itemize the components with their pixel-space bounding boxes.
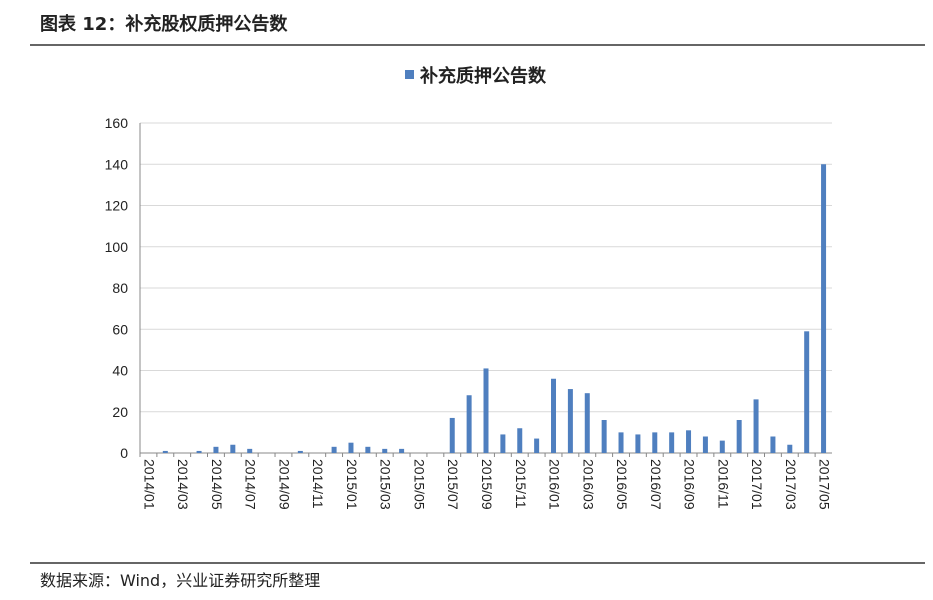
bar <box>770 436 776 453</box>
x-tick-label: 2015/07 <box>445 459 461 510</box>
x-tick-label: 2014/05 <box>209 459 225 510</box>
bar <box>517 428 523 453</box>
x-tick-label: 2015/01 <box>344 459 360 510</box>
x-tick-label: 2017/01 <box>749 459 765 510</box>
bar <box>247 448 253 453</box>
bar <box>702 436 708 453</box>
x-tick-label: 2016/03 <box>580 459 596 510</box>
chart-title: 图表 12：补充股权质押公告数 <box>40 13 288 35</box>
x-tick-label: 2015/05 <box>411 459 427 510</box>
bar <box>483 368 489 453</box>
y-tick-label: 60 <box>112 321 128 337</box>
x-tick-label: 2015/09 <box>479 459 495 510</box>
bar <box>162 450 168 453</box>
bar <box>196 450 202 453</box>
bar <box>804 331 810 453</box>
x-tick-label: 2016/07 <box>648 459 664 510</box>
x-tick-label: 2014/07 <box>243 459 259 510</box>
y-tick-label: 0 <box>120 445 128 461</box>
bar <box>601 420 607 453</box>
x-tick-label: 2014/11 <box>310 459 326 509</box>
bar <box>466 395 472 453</box>
bar <box>787 444 793 453</box>
y-tick-label: 140 <box>105 156 129 172</box>
source-note: 数据来源：Wind，兴业证券研究所整理 <box>40 571 320 590</box>
bar <box>449 417 455 453</box>
x-tick-label: 2017/05 <box>817 459 833 510</box>
y-tick-label: 120 <box>105 198 129 214</box>
bar <box>567 389 573 453</box>
y-tick-label: 160 <box>105 115 129 131</box>
x-tick-label: 2015/03 <box>378 459 394 510</box>
bar <box>551 378 557 453</box>
y-tick-label: 20 <box>112 404 128 420</box>
bar <box>652 432 658 453</box>
bar <box>736 420 742 453</box>
x-tick-label: 2015/11 <box>513 459 529 509</box>
bar <box>500 434 506 453</box>
x-tick-label: 2016/11 <box>715 459 731 509</box>
x-tick-label: 2014/03 <box>175 459 191 510</box>
bar <box>382 448 388 453</box>
bar <box>686 430 692 453</box>
bar <box>719 440 725 453</box>
bar <box>213 446 219 453</box>
bar <box>584 393 590 453</box>
x-tick-label: 2014/01 <box>141 459 157 510</box>
bar <box>821 164 827 453</box>
y-tick-label: 100 <box>105 239 129 255</box>
legend-label: 补充质押公告数 <box>419 65 547 87</box>
bar <box>348 442 354 453</box>
legend-swatch <box>405 70 414 79</box>
bar <box>230 444 236 453</box>
x-tick-label: 2016/09 <box>682 459 698 510</box>
x-tick-label: 2014/09 <box>276 459 292 510</box>
bar <box>297 450 303 453</box>
bar <box>618 432 624 453</box>
x-tick-label: 2016/05 <box>614 459 630 510</box>
bar <box>635 434 641 453</box>
bar <box>669 432 675 453</box>
y-tick-label: 80 <box>112 280 128 296</box>
y-tick-label: 40 <box>112 363 128 379</box>
x-tick-label: 2017/03 <box>783 459 799 510</box>
bar <box>365 446 371 453</box>
bar <box>753 399 759 453</box>
bar <box>399 448 405 453</box>
bar <box>331 446 337 453</box>
bar <box>534 438 540 453</box>
x-tick-label: 2016/01 <box>547 459 563 510</box>
